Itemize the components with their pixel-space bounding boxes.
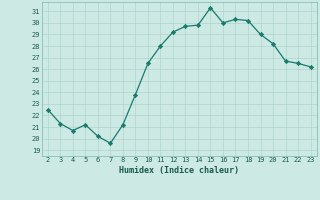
X-axis label: Humidex (Indice chaleur): Humidex (Indice chaleur) xyxy=(119,166,239,175)
